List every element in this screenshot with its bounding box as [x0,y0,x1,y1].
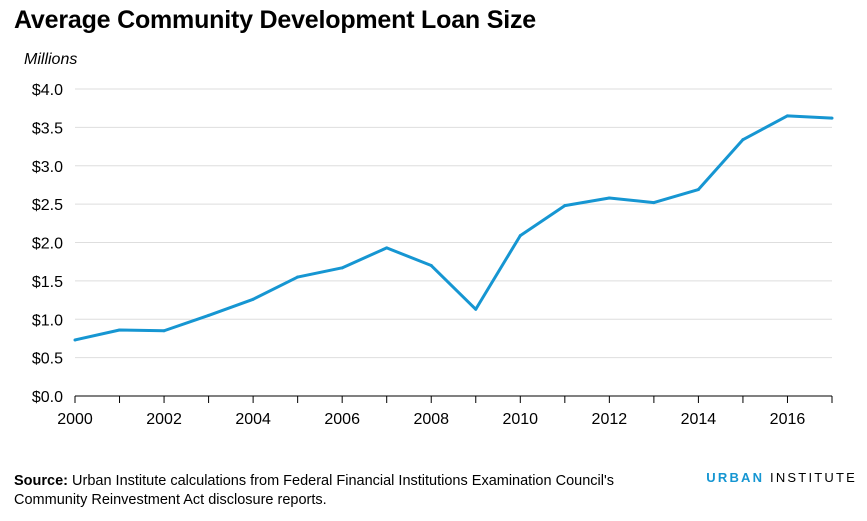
data-point [518,234,522,238]
data-point [429,264,433,268]
data-point [563,204,567,208]
chart-title: Average Community Development Loan Size [14,6,536,34]
x-tick-label: 2014 [681,411,717,428]
x-tick-label: 2010 [502,411,538,428]
line-chart: $0.0 $0.5 $1.0 $1.5 $2.0 $2.5 $3.0 $3.5 $4.0 200… [32,82,834,428]
y-tick-label: $0.5 [32,351,63,368]
logo-word-institute: INSTITUTE [770,470,857,485]
y-tick-label: $1.0 [32,312,63,329]
data-point [118,328,122,332]
x-tick-labels: 2000 2002 2004 2006 2008 2010 2012 2014 2016 [57,411,805,428]
y-tick-label: $2.5 [32,197,63,214]
logo-word-urban: URBAN [706,470,765,485]
y-tick-label: $1.5 [32,274,63,291]
data-point [607,196,611,200]
data-point [251,297,255,301]
x-tick-label: 2002 [146,411,182,428]
x-tick-label: 2004 [235,411,271,428]
data-point [73,338,77,342]
source-label: Source: [14,473,68,489]
y-tick-label: $3.0 [32,159,63,176]
y-tick-label: $2.0 [32,236,63,253]
data-point [652,201,656,205]
data-point [785,114,789,118]
y-tick-label: $4.0 [32,82,63,99]
data-point [207,313,211,317]
data-point [385,246,389,250]
x-tick-label: 2008 [413,411,449,428]
data-point [830,116,834,120]
y-tick-label: $0.0 [32,389,63,406]
y-tick-labels: $0.0 $0.5 $1.0 $1.5 $2.0 $2.5 $3.0 $3.5 $4.0 [32,82,63,406]
data-point [340,266,344,270]
data-point [162,329,166,333]
urban-institute-logo: URBAN INSTITUTE [706,470,857,485]
axes [74,395,833,403]
source-text: Urban Institute calculations from Federa… [14,473,614,508]
data-point [696,188,700,192]
gridlines [75,88,832,359]
data-point [296,275,300,279]
data-point [474,307,478,311]
x-tick-label: 2000 [57,411,93,428]
source-note: Source: Urban Institute calculations fro… [14,472,654,510]
x-tick-label: 2006 [324,411,360,428]
y-axis-units-label: Millions [24,51,78,68]
series-line [74,114,833,342]
series-layer [73,114,834,342]
x-tick-label: 2016 [770,411,806,428]
y-tick-label: $3.5 [32,120,63,137]
x-tick-label: 2012 [592,411,628,428]
data-point [741,138,745,142]
